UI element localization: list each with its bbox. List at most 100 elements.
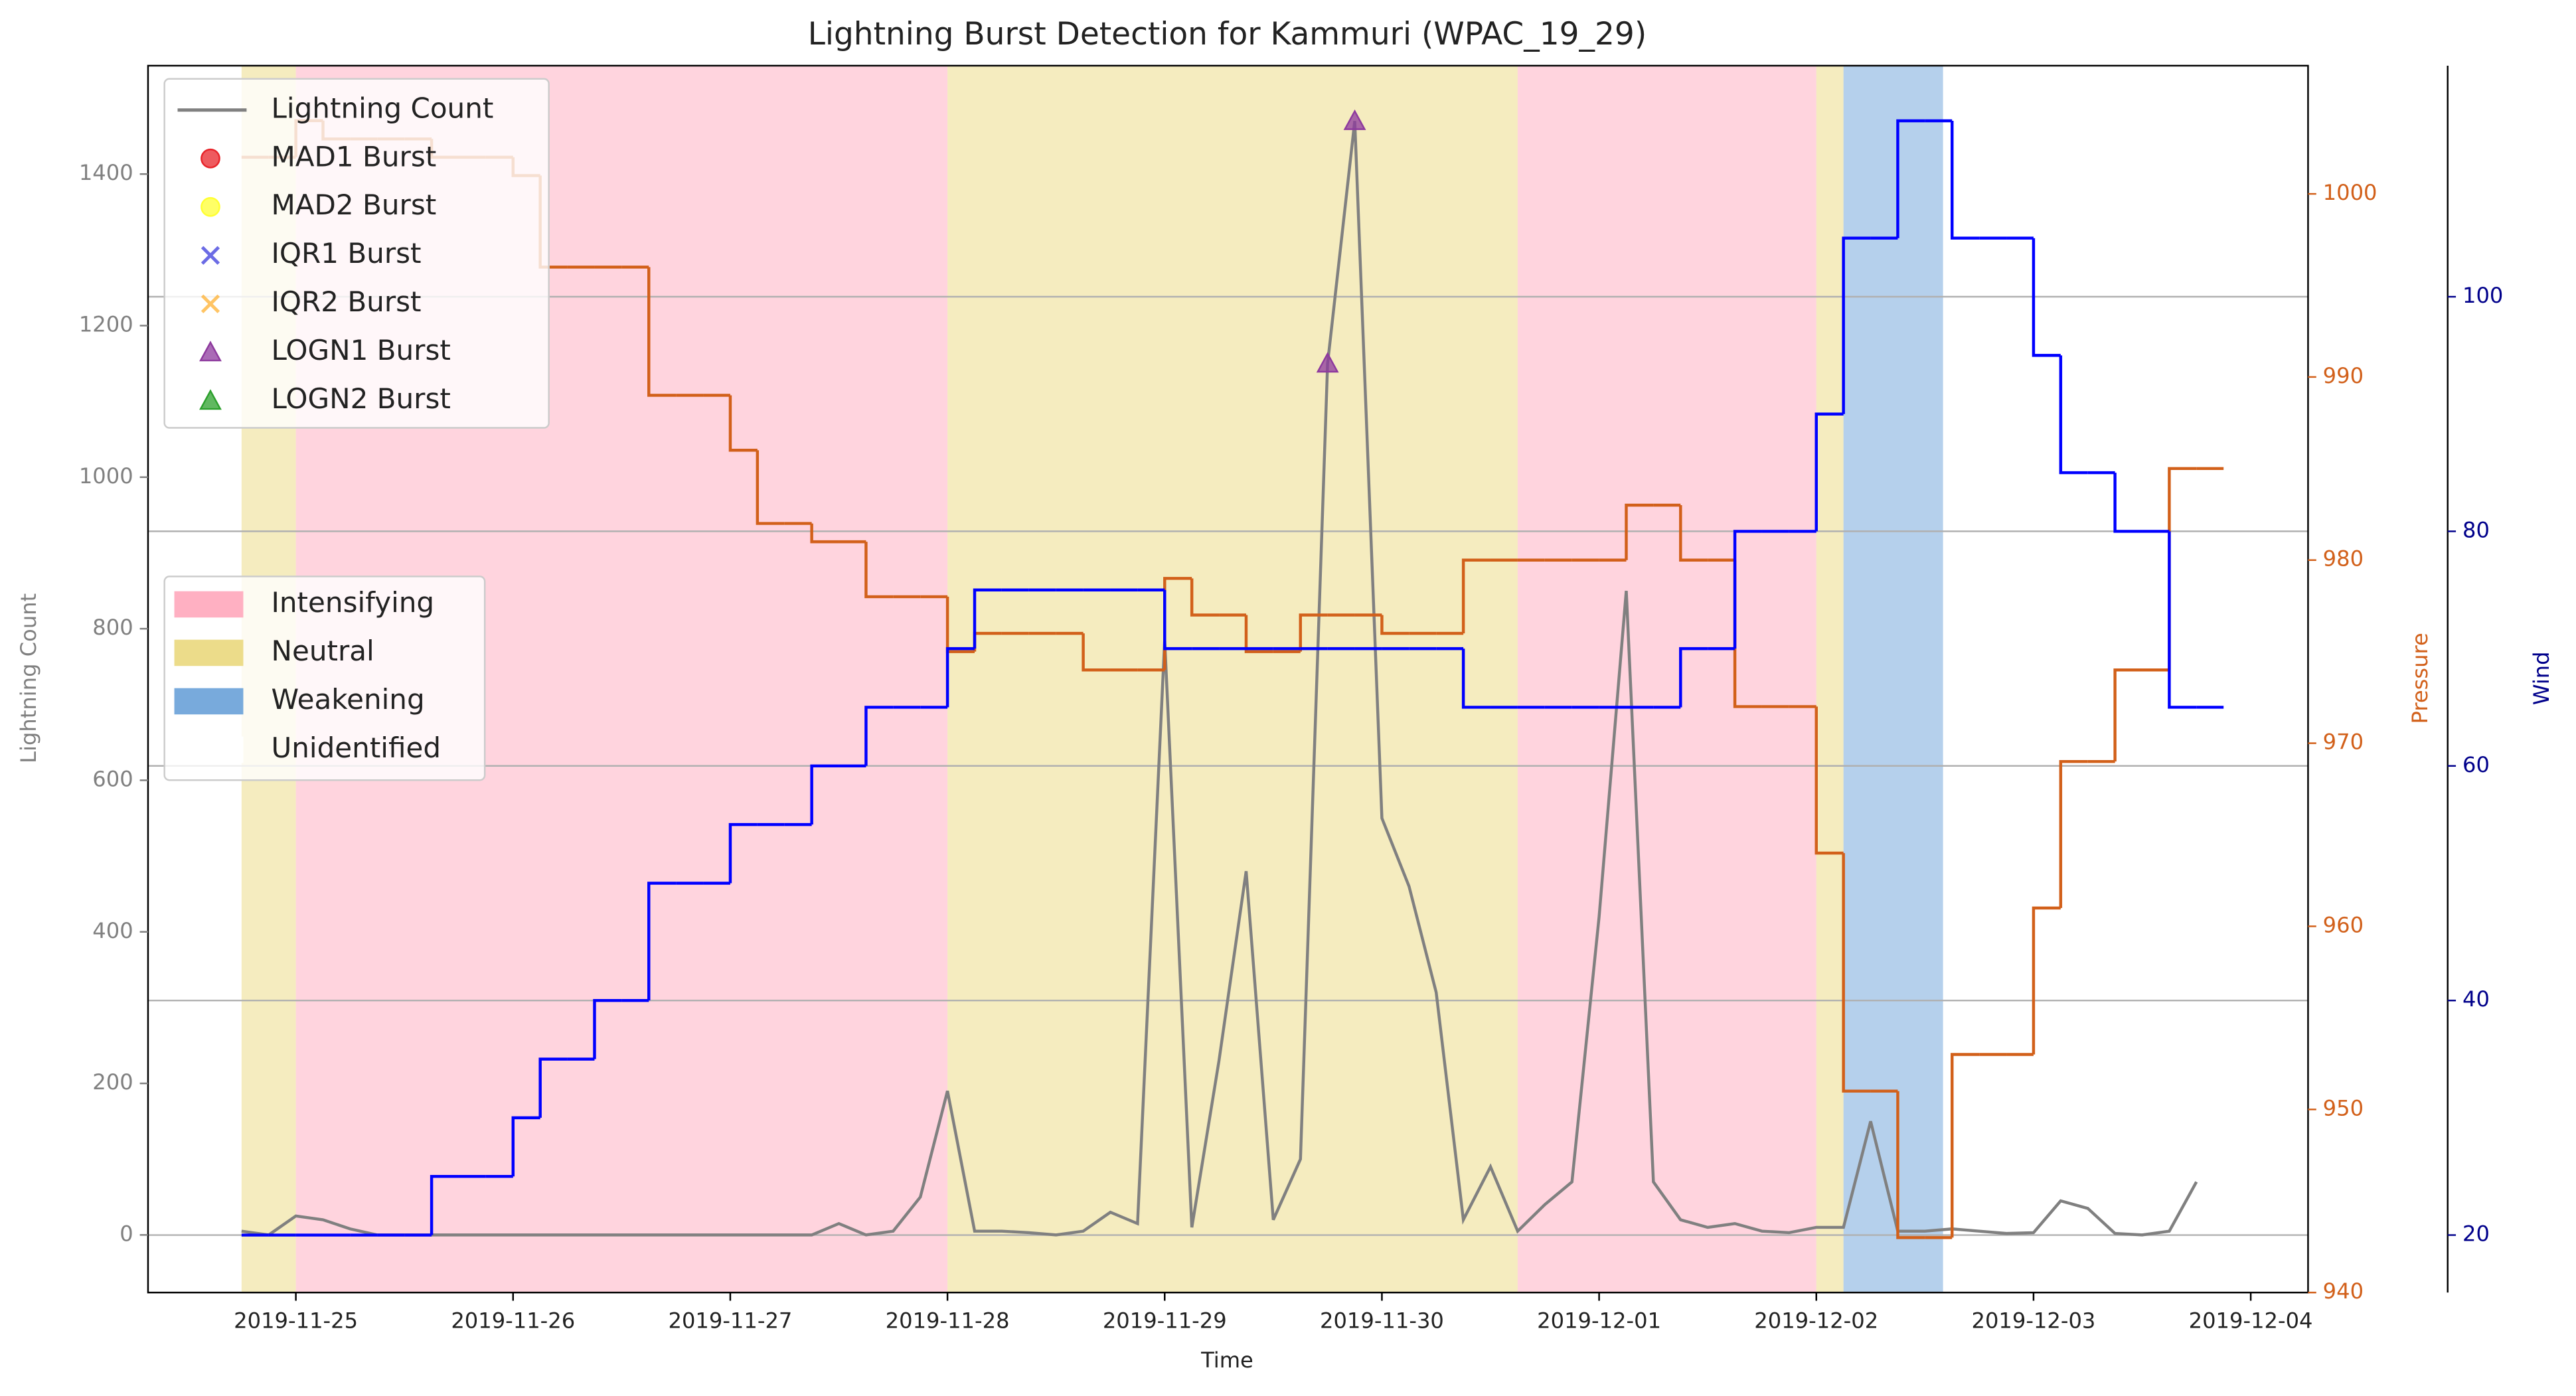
y-tick-label: 1000: [79, 463, 133, 489]
y2-tick-label: 970: [2323, 730, 2364, 755]
step-segment: [728, 395, 758, 452]
legend-label: LOGN2 Burst: [272, 382, 451, 415]
legend-marker: [201, 196, 220, 217]
chart-title: Lightning Burst Detection for Kammuri (W…: [808, 16, 1647, 52]
legend-label: Weakening: [272, 683, 425, 716]
legend-label: LOGN1 Burst: [272, 334, 451, 366]
step-segment: [2168, 531, 2197, 709]
step-segment: [1896, 1091, 1925, 1239]
y2-axis-label: Pressure: [2407, 633, 2433, 724]
step-segment: [1951, 1053, 1980, 1238]
x-tick-label: 2019-11-29: [1103, 1308, 1227, 1334]
step-segment: [864, 706, 894, 766]
step-segment: [647, 267, 677, 397]
step-segment: [864, 542, 894, 599]
legend-marker: [201, 246, 220, 265]
y3-axis-label: Wind: [2529, 651, 2554, 705]
burst-marker: [1343, 109, 1366, 130]
step-segment: [1679, 504, 1708, 562]
step-segment: [2113, 668, 2142, 762]
step-segment: [538, 1057, 568, 1118]
legend-patch: [174, 639, 244, 666]
y-tick-label: 1400: [79, 160, 133, 185]
legend-label: MAD2 Burst: [272, 189, 437, 221]
y-tick-label: 0: [120, 1221, 133, 1246]
x-axis-label: Time: [1200, 1348, 1253, 1373]
legend-marker: [199, 341, 222, 362]
legend-box: [163, 576, 486, 781]
step-segment: [1814, 412, 1844, 532]
step-segment: [647, 882, 677, 1001]
y2-tick-label: 960: [2323, 912, 2364, 937]
y-tick-label: 600: [92, 766, 133, 791]
legend-label: Lightning Count: [272, 92, 494, 124]
step-segment: [1244, 615, 1273, 653]
step-segment: [810, 764, 839, 825]
step-segment: [593, 998, 622, 1059]
legend-label: IQR2 Burst: [272, 285, 422, 318]
legend-marker: [201, 294, 220, 313]
legend-patch: [174, 591, 244, 618]
legend-label: Unidentified: [272, 732, 442, 764]
step-segment: [1679, 647, 1708, 708]
step-segment: [1299, 613, 1328, 652]
plot-frame: [147, 64, 2309, 1294]
x-tick-label: 2019-11-30: [1320, 1308, 1444, 1334]
step-segment: [1082, 633, 1111, 672]
step-segment: [1896, 119, 1925, 238]
step-segment: [1461, 649, 1491, 709]
phase-band: [1816, 65, 1844, 1293]
x-tick-label: 2019-12-01: [1537, 1308, 1661, 1334]
x-tick-label: 2019-11-25: [234, 1308, 358, 1334]
x-tick-label: 2019-11-28: [886, 1308, 1010, 1334]
step-segment: [945, 647, 975, 708]
step-segment: [1814, 706, 1844, 855]
step-segment: [2032, 238, 2061, 357]
burst-marker: [1316, 352, 1339, 373]
y3-tick-label: 100: [2462, 283, 2503, 308]
y3-tick-label: 60: [2462, 752, 2490, 777]
step-segment: [756, 450, 785, 525]
legend-label: IQR1 Burst: [272, 237, 422, 270]
step-segment: [2059, 355, 2088, 475]
x-tick-label: 2019-12-03: [1971, 1308, 2095, 1334]
step-segment: [1625, 503, 1654, 560]
step-segment: [2032, 906, 2061, 1055]
y-tick-label: 200: [92, 1069, 133, 1095]
step-segment: [728, 822, 758, 884]
step-segment: [1163, 589, 1192, 651]
x-tick-label: 2019-11-27: [668, 1308, 792, 1334]
y-tick-label: 400: [92, 918, 133, 943]
y-tick-label: 800: [92, 615, 133, 640]
y2-tick-label: 980: [2323, 546, 2364, 572]
y2-tick-label: 1000: [2323, 180, 2377, 205]
legend-label: Intensifying: [272, 586, 435, 619]
phase-band: [947, 65, 1518, 1293]
step-segment: [1842, 236, 1871, 414]
y2-tick-label: 990: [2323, 363, 2364, 388]
legend-label: Neutral: [272, 635, 374, 667]
step-segment: [1842, 853, 1871, 1093]
step-segment: [1461, 558, 1491, 634]
y2-tick-label: 940: [2323, 1279, 2364, 1304]
step-segment: [1733, 530, 1762, 649]
y2-tick-label: 950: [2323, 1095, 2364, 1121]
step-segment: [810, 523, 839, 544]
x-tick-label: 2019-12-04: [2189, 1308, 2313, 1334]
legend-marker: [199, 389, 222, 410]
step-segment: [1190, 578, 1220, 617]
step-segment: [511, 1116, 540, 1177]
legend-marker: [201, 148, 220, 169]
phase-band: [1517, 65, 1816, 1293]
y3-tick-label: 40: [2462, 986, 2490, 1012]
step-segment: [1951, 121, 1980, 240]
phase-band: [1843, 65, 1943, 1293]
y3-tick-label: 20: [2462, 1221, 2490, 1247]
y-tick-label: 1200: [79, 312, 133, 337]
series-line: [241, 121, 2198, 1237]
y-axis-label: Lightning Count: [16, 593, 41, 763]
y3-tick-label: 80: [2462, 517, 2490, 542]
step-segment: [973, 588, 1002, 649]
